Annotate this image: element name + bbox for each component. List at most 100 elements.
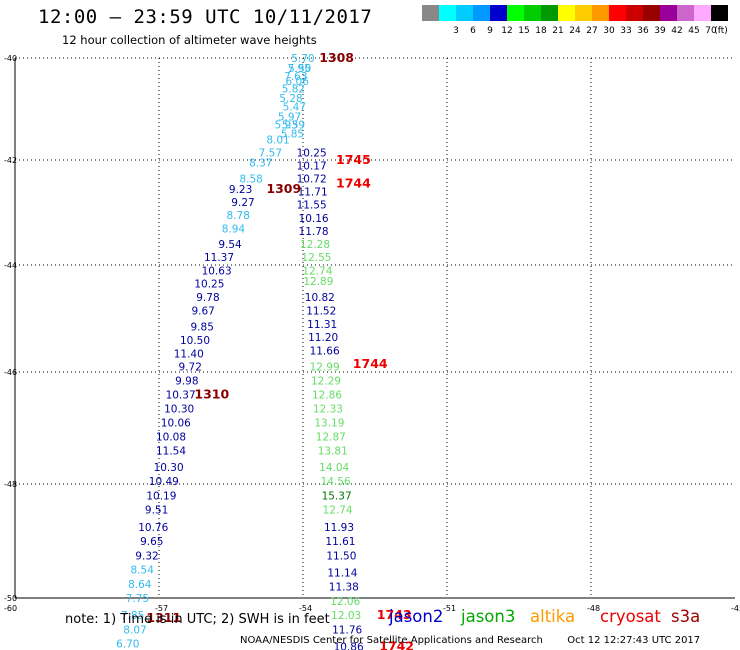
generated-timestamp: Oct 12 12:27:43 UTC 2017 [567, 635, 701, 646]
wave-height-value: 12.06 [330, 596, 360, 608]
lon-tick-label: -57 [155, 604, 168, 613]
wave-height-value: 11.40 [174, 348, 204, 360]
wave-height-value: 8.64 [128, 579, 152, 591]
wave-height-value: 11.93 [324, 522, 354, 534]
wave-height-value: 11.71 [298, 187, 328, 199]
wave-height-value: 7.63 [284, 71, 307, 83]
lon-tick-label: -51 [443, 604, 456, 613]
wave-height-value: 11.61 [325, 536, 355, 548]
wave-height-value: 5.85 [281, 128, 304, 140]
lat-tick-label: -40 [4, 54, 17, 63]
wave-height-value: 9.51 [145, 505, 168, 517]
wave-height-labels: 5.707.955.507.636.065.825.285.475.975.59… [116, 53, 364, 650]
wave-height-value: 11.38 [329, 582, 359, 594]
satellite-name-s3a: s3a [671, 607, 701, 626]
wave-height-value: 12.03 [331, 610, 361, 622]
pass-time-label: 1744 [336, 176, 371, 191]
legend-label: (ft) [714, 26, 728, 36]
wave-height-value: 13.19 [314, 417, 344, 429]
wave-height-value: 7.85 [121, 610, 144, 622]
wave-height-value: 8.07 [123, 624, 146, 636]
legend-swatch [609, 5, 626, 21]
wave-height-value: 11.54 [156, 445, 186, 457]
wave-height-value: 5.59 [282, 119, 305, 131]
footer-note: note: 1) Time is in UTC; 2) SWH is in fe… [65, 612, 330, 627]
legend-swatch [439, 5, 456, 21]
legend-label: 36 [637, 26, 649, 36]
legend-label: 9 [487, 26, 493, 36]
lon-tick-label: -54 [299, 604, 312, 613]
wave-height-value: 9.27 [231, 197, 254, 209]
wave-height-value: 10.82 [305, 292, 335, 304]
legend-swatch [541, 5, 558, 21]
legend-label: 30 [603, 26, 615, 36]
legend-swatch [422, 5, 439, 21]
wave-height-value: 12.55 [301, 252, 331, 264]
wave-height-value: 10.37 [166, 389, 196, 401]
wave-height-value: 11.66 [310, 346, 340, 358]
wave-height-value: 10.16 [299, 213, 329, 225]
wave-height-value: 5.93 [275, 119, 298, 131]
satellite-name-jason2: jason2 [389, 607, 444, 626]
wave-height-value: 12.99 [310, 362, 340, 374]
wave-height-value: 11.14 [327, 567, 357, 579]
legend-label: 70 [705, 26, 717, 36]
wave-height-value: 10.19 [146, 490, 176, 502]
satellite-name-jason3: jason3 [461, 607, 516, 626]
wave-height-value: 10.49 [149, 476, 179, 488]
wave-height-value: 11.52 [306, 305, 336, 317]
wave-height-value: 10.72 [297, 173, 327, 185]
wave-height-value: 8.54 [131, 565, 155, 577]
wave-height-value: 9.72 [179, 362, 202, 374]
lat-tick-label: -42 [4, 156, 17, 165]
pass-time-label: 1310 [194, 386, 229, 401]
legend-label: 12 [501, 26, 513, 36]
credit-line: NOAA/NESDIS Center for Satellite Applica… [240, 635, 700, 646]
legend-label: 3 [453, 26, 459, 36]
wave-height-value: 5.47 [283, 101, 306, 113]
pass-time-label: 1742 [379, 638, 414, 650]
wave-height-value: 10.25 [297, 147, 327, 159]
satellite-name-altika: altika [530, 607, 576, 626]
wave-height-value: 9.67 [191, 305, 214, 317]
wave-height-value: 9.54 [218, 239, 242, 251]
wave-height-value: 10.63 [202, 265, 232, 277]
wave-height-value: 6.06 [286, 76, 310, 88]
wave-height-value: 10.30 [154, 462, 184, 474]
wave-height-value: 5.70 [291, 53, 314, 65]
legend-swatch [507, 5, 524, 21]
wave-height-value: 10.50 [180, 335, 210, 347]
wave-height-value: 9.85 [191, 322, 214, 334]
wave-height-value: 11.55 [297, 200, 327, 212]
wave-height-value: 10.25 [194, 279, 224, 291]
corner-tick-label: -60 [4, 604, 17, 613]
legend-label: 42 [671, 26, 683, 36]
wave-height-value: 7.95 [287, 63, 310, 75]
wave-height-value: 12.87 [316, 431, 346, 443]
page-title: 12:00 – 23:59 UTC 10/11/2017 [38, 6, 373, 28]
wave-height-value: 12.74 [302, 265, 332, 277]
legend-swatch [626, 5, 643, 21]
pass-time-label: 1743 [377, 607, 412, 622]
wave-height-value: 12.28 [300, 239, 330, 251]
lon-tick-label: -48 [587, 604, 600, 613]
lon-tick-label: -45 [731, 604, 740, 613]
wave-height-value: 14.56 [321, 476, 351, 488]
wave-height-value: 10.06 [161, 417, 191, 429]
wave-height-value: 8.58 [239, 173, 262, 185]
wave-height-value: 10.08 [156, 431, 186, 443]
wave-height-value: 11.50 [326, 550, 356, 562]
wave-height-value: 12.89 [303, 276, 333, 288]
legend-swatch [711, 5, 728, 21]
lat-tick-label: -44 [4, 261, 17, 270]
pass-time-label: 1309 [266, 181, 301, 196]
wave-height-value: 15.37 [322, 490, 352, 502]
legend-swatch [524, 5, 541, 21]
time-labels: 1308174517441309174413101743131117421742 [146, 50, 414, 650]
wave-height-value: 5.82 [282, 84, 305, 96]
legend-swatch [456, 5, 473, 21]
wave-height-value: 13.81 [318, 445, 348, 457]
legend-label: 27 [586, 26, 598, 36]
